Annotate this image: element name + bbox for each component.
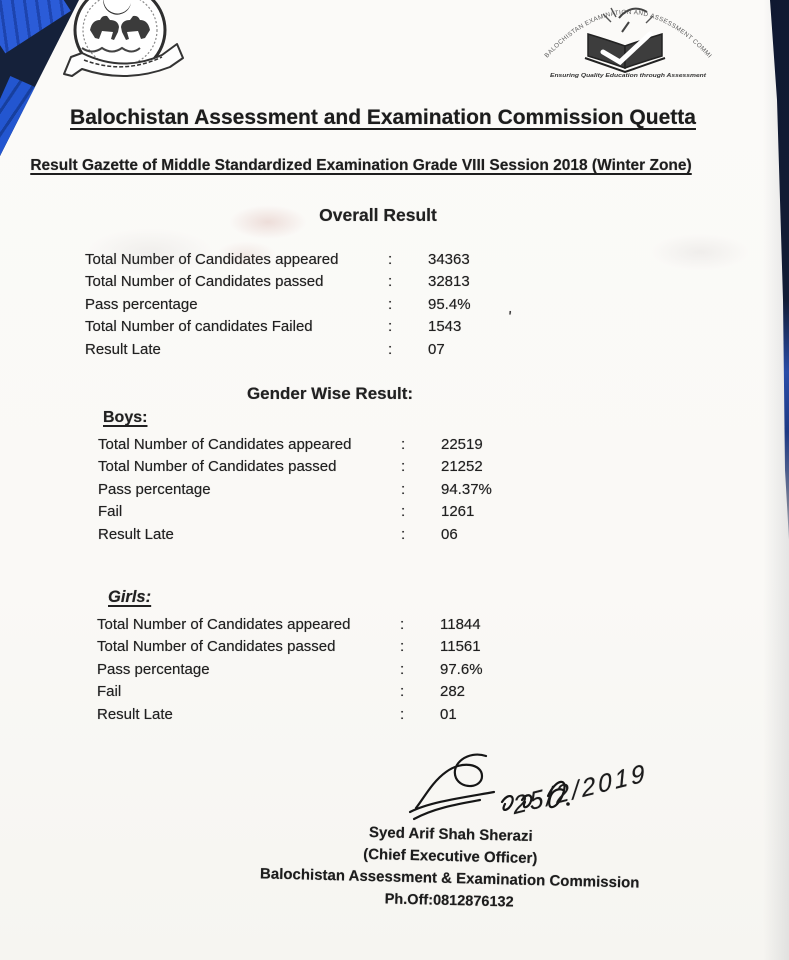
stat-row: Total Number of Candidates passed : 2125… (98, 456, 598, 478)
stat-separator: : (388, 340, 393, 358)
stat-value: 11844 (440, 616, 481, 633)
stat-value: 01 (440, 705, 457, 723)
stat-label: Total Number of Candidates appeared (98, 436, 352, 453)
stat-row: Total Number of Candidates appeared : 22… (98, 434, 598, 456)
gender-wise-result-heading: Gender Wise Result: (246, 384, 414, 403)
stat-value: 21252 (441, 458, 483, 476)
stat-row: Total Number of Candidates appeared : 11… (97, 614, 597, 636)
stat-row: Result Late : 06 (98, 524, 598, 546)
stat-row: Total Number of candidates Failed : 1543 (85, 316, 585, 338)
stat-value: 06 (441, 525, 458, 543)
stat-label: Pass percentage (85, 295, 198, 313)
stat-separator: : (401, 480, 406, 498)
stat-label: Total Number of Candidates passed (98, 458, 337, 476)
stat-separator: : (400, 660, 405, 678)
commission-logo-tagline: Ensuring Quality Education through Asses… (550, 73, 707, 79)
stat-label: Pass percentage (98, 480, 211, 498)
stat-value: 1543 (428, 318, 462, 336)
stat-value: 95.4% (428, 295, 471, 313)
stat-label: Pass percentage (97, 660, 210, 678)
boys-heading: Boys: (103, 409, 148, 426)
stat-label: Total Number of Candidates passed (97, 638, 336, 656)
stat-separator: : (400, 683, 405, 701)
stat-row: Pass percentage : 97.6% (97, 659, 597, 681)
stat-row: Total Number of Candidates passed : 3281… (85, 271, 585, 293)
stat-label: Total Number of Candidates passed (85, 273, 324, 291)
stat-row: Pass percentage : 94.37% (98, 479, 598, 501)
boys-stats: Total Number of Candidates appeared : 22… (98, 434, 598, 546)
stat-label: Result Late (85, 340, 161, 358)
page-title: Balochistan Assessment and Examination C… (70, 106, 696, 129)
commission-logo-icon: BALOCHISTAN EXAMINATION AND ASSESSMENT C… (533, 0, 713, 79)
stat-label: Result Late (98, 525, 174, 543)
stat-row: Result Late : 07 (85, 339, 585, 361)
stat-separator: : (388, 318, 393, 336)
stat-separator: : (401, 503, 406, 521)
stat-row: Fail : 1261 (98, 501, 598, 523)
signature-block: Syed Arif Shah Sherazi (Chief Executive … (229, 819, 671, 918)
stat-label: Total Number of candidates Failed (85, 318, 313, 336)
stat-separator: : (401, 458, 406, 476)
stat-row: Fail : 282 (97, 681, 597, 703)
stat-label: Result Late (97, 705, 173, 723)
stat-label: Fail (98, 503, 123, 521)
stat-row: Total Number of Candidates appeared : 34… (85, 249, 585, 271)
stat-row: Pass percentage : 95.4% (85, 294, 585, 316)
stat-value: 07 (428, 340, 445, 358)
stat-separator: : (400, 705, 405, 723)
stat-value: 94.37% (441, 480, 492, 498)
stat-separator: : (388, 273, 393, 291)
stat-value: 97.6% (440, 660, 483, 678)
signature-scribble-icon (408, 753, 570, 821)
stat-label: Total Number of Candidates appeared (85, 251, 339, 268)
stat-row: Result Late : 01 (97, 704, 597, 726)
stat-value: 1261 (441, 503, 475, 521)
stat-separator: : (388, 251, 393, 268)
overall-result-stats: Total Number of Candidates appeared : 34… (85, 249, 585, 361)
stat-separator: : (400, 616, 405, 633)
desk-background-right-edge (770, 0, 789, 540)
stat-value: 11561 (440, 638, 481, 656)
stat-value: 22519 (441, 436, 483, 453)
govt-balochistan-crest-icon (63, 0, 184, 77)
girls-stats: Total Number of Candidates appeared : 11… (97, 614, 597, 726)
stat-label: Fail (97, 683, 122, 701)
stat-value: 32813 (428, 273, 470, 291)
stat-value: 282 (440, 683, 466, 701)
stat-separator: : (388, 295, 393, 313)
stat-value: 34363 (428, 251, 470, 268)
stat-label: Total Number of Candidates appeared (97, 616, 351, 633)
stat-separator: : (401, 525, 406, 543)
stat-separator: : (401, 436, 406, 453)
page-subtitle: Result Gazette of Middle Standardized Ex… (30, 157, 692, 174)
stat-row: Total Number of Candidates passed : 1156… (97, 636, 597, 658)
stat-separator: : (400, 638, 405, 656)
overall-result-heading: Overall Result (319, 205, 437, 225)
girls-heading: Girls: (108, 588, 152, 606)
